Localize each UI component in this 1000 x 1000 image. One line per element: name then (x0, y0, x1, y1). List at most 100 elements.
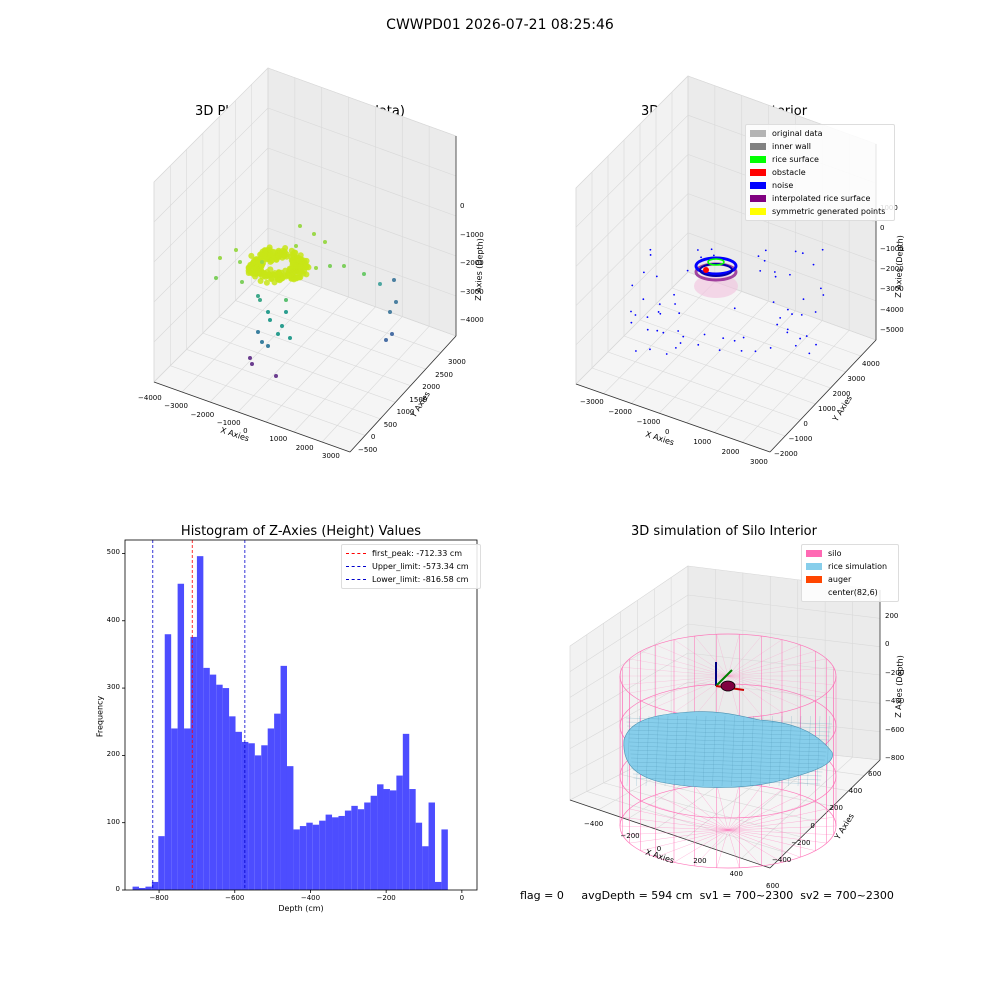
legend-label: inner wall (772, 142, 812, 151)
silo-top-wire (622, 667, 729, 677)
histogram-bar (396, 775, 403, 890)
floor-grid-line (265, 306, 376, 423)
y_ticks-tick-label: 1000 (396, 408, 415, 417)
auger-head (720, 680, 736, 692)
wall-grid-line (569, 652, 689, 724)
silo-floor-wire (727, 789, 783, 831)
data-point (248, 252, 255, 259)
z_ticks-tick-label: 200 (885, 612, 899, 620)
histogram-bar (190, 636, 197, 890)
noise-point (696, 249, 699, 251)
histogram-bar (312, 824, 320, 890)
silo-floor-wire (640, 829, 729, 851)
data-point (284, 298, 288, 302)
histogram-bar (132, 886, 140, 890)
rice-mesh-line (645, 715, 650, 787)
legend-line-swatch (346, 566, 366, 567)
data-point (342, 264, 346, 268)
data-point (234, 248, 238, 252)
wall-grid-line (687, 193, 877, 262)
status-avg-depth: avgDepth = 594 cm (581, 889, 693, 902)
silo-top-wire (727, 634, 740, 677)
legend-swatch (806, 563, 822, 570)
noise-point (802, 298, 805, 301)
wall-grid-line (687, 232, 877, 302)
histogram-frame (124, 539, 478, 891)
histogram-bar (306, 822, 313, 890)
floor-grid-line (639, 319, 831, 389)
silo-floor-wire (619, 825, 729, 831)
y-tick-label: 200 (106, 750, 120, 759)
data-point (266, 310, 270, 314)
rice-mesh-line (627, 729, 830, 737)
data-point (248, 356, 252, 360)
data-point (384, 338, 388, 342)
data-point (328, 264, 332, 268)
noise-point (821, 248, 824, 251)
noise-point (630, 310, 632, 313)
data-point (298, 269, 305, 276)
rice-mesh-line (721, 715, 726, 787)
y-tick-label: 300 (106, 683, 120, 692)
rice-mesh-line (631, 761, 824, 769)
noise-point (815, 343, 817, 346)
noise-point (718, 272, 721, 275)
silo-floor-wire (727, 801, 816, 831)
y-tick-label: 100 (106, 817, 120, 826)
legend-line-swatch (346, 553, 366, 554)
rice-mesh-line (731, 715, 735, 787)
legend-entry: first_peak: -712.33 cm (346, 547, 476, 560)
legend-entry: interpolated rice surface (750, 192, 890, 205)
silo-floor-wire (673, 789, 729, 831)
rice-mesh-line (769, 715, 773, 787)
data-point (282, 245, 289, 252)
data-point (277, 249, 284, 256)
histogram-bar (364, 802, 371, 890)
noise-point (700, 256, 702, 259)
legend-label: rice simulation (828, 562, 888, 571)
data-point (296, 257, 303, 264)
silo-floor-wire (727, 829, 827, 844)
y-tick-label: 0 (115, 885, 120, 893)
silo-top-wire (727, 667, 834, 677)
z_ticks-tick-label: −2000 (460, 259, 484, 267)
z_ticks-tick-label: 0 (880, 224, 885, 233)
histogram-bar (434, 881, 442, 890)
rice-mesh-line (632, 769, 822, 777)
histogram-bar (383, 789, 390, 890)
data-point (255, 260, 262, 267)
y_ticks-tick-label: −1000 (788, 435, 813, 443)
legend-swatch (806, 589, 822, 596)
histogram-bar (184, 728, 191, 890)
silo-floor-wire (655, 794, 729, 831)
noise-point (763, 259, 766, 262)
noise-point (801, 252, 804, 255)
wall-grid-line (687, 594, 881, 619)
legend-entry: auger (806, 573, 894, 586)
rice-mesh-line (807, 715, 811, 787)
histogram-bar (229, 716, 236, 890)
data-point (282, 267, 289, 274)
noise-point (822, 294, 825, 296)
x_ticks-tick-label: 0 (656, 844, 662, 853)
data-point (312, 232, 316, 236)
silo-floor-wire (727, 817, 834, 831)
data-point (302, 260, 309, 267)
noise-point (649, 348, 651, 351)
rice-mesh-line (702, 715, 707, 787)
y_ticks-tick-label: 4000 (862, 360, 880, 368)
x-axis-line (153, 381, 351, 453)
x-tick-label: −600 (225, 894, 245, 902)
data-point (388, 310, 392, 314)
noise-point (631, 284, 634, 287)
silo-floor-wire (727, 829, 816, 851)
x_ticks-tick-label: 0 (665, 428, 670, 436)
noise-point (800, 313, 803, 316)
wall-grid-line (569, 594, 689, 672)
noise-point (779, 316, 782, 319)
floor-grid-line (603, 782, 802, 838)
wall-grid-line (153, 267, 269, 383)
data-point (263, 279, 270, 286)
wall-grid-line (267, 147, 457, 217)
